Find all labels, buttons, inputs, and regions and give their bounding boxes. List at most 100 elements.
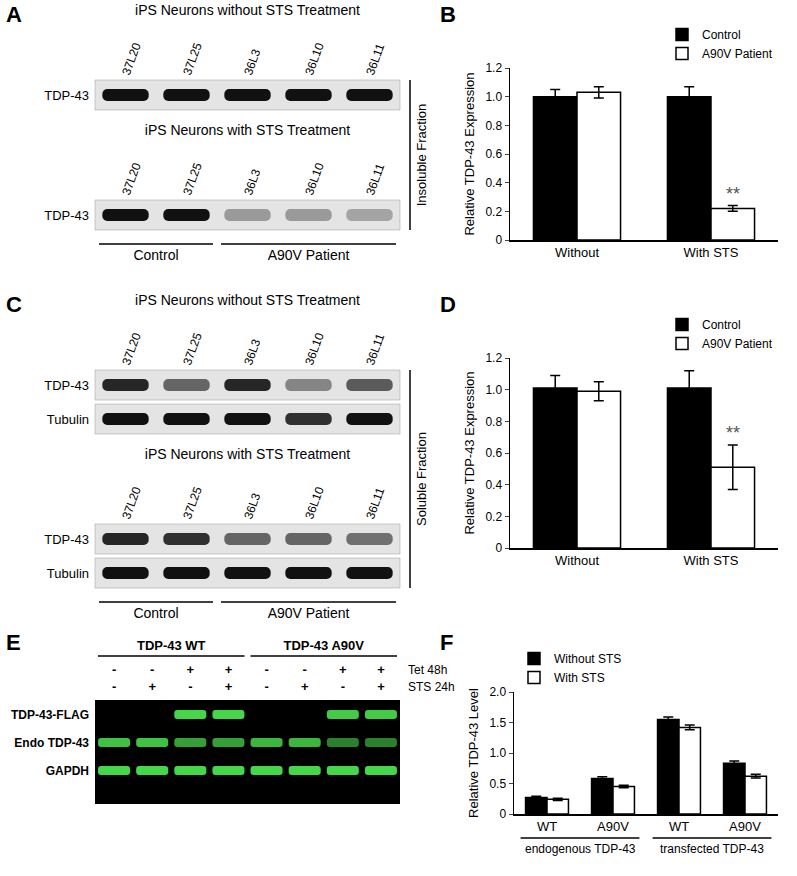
svg-text:0: 0 (499, 807, 506, 821)
svg-text:36L3: 36L3 (241, 167, 263, 197)
svg-text:iPS Neurons without STS Treatm: iPS Neurons without STS Treatment (135, 292, 360, 308)
svg-text:2.0: 2.0 (489, 685, 506, 699)
svg-text:-: - (188, 679, 192, 694)
svg-text:+: + (377, 679, 385, 694)
svg-text:Without STS: Without STS (554, 652, 621, 666)
svg-text:+: + (339, 662, 347, 677)
svg-text:TDP-43: TDP-43 (44, 88, 89, 103)
svg-text:With STS: With STS (554, 671, 605, 685)
svg-text:endogenous TDP-43: endogenous TDP-43 (525, 842, 636, 856)
svg-text:36L11: 36L11 (363, 331, 387, 367)
svg-text:36L10: 36L10 (302, 161, 327, 197)
svg-text:+: + (225, 662, 233, 677)
svg-text:A: A (6, 2, 22, 27)
svg-text:TDP-43 WT: TDP-43 WT (137, 638, 206, 653)
svg-text:0.8: 0.8 (485, 415, 502, 429)
svg-text:1.5: 1.5 (489, 716, 506, 730)
svg-text:iPS Neurons without STS Treatm: iPS Neurons without STS Treatment (135, 2, 360, 18)
svg-text:iPS Neurons with STS Treatment: iPS Neurons with STS Treatment (145, 122, 351, 138)
svg-text:36L10: 36L10 (302, 41, 327, 77)
svg-text:36L3: 36L3 (241, 47, 263, 77)
svg-text:0.5: 0.5 (489, 777, 506, 791)
svg-text:37L20: 37L20 (119, 485, 144, 521)
svg-text:Endo TDP-43: Endo TDP-43 (14, 736, 89, 750)
svg-text:-: - (264, 662, 268, 677)
svg-text:A90V Patient: A90V Patient (268, 605, 350, 621)
svg-text:0.8: 0.8 (485, 119, 502, 133)
svg-text:TDP-43-FLAG: TDP-43-FLAG (11, 708, 89, 722)
svg-text:1.0: 1.0 (485, 90, 502, 104)
svg-text:Tet 48h: Tet 48h (408, 663, 447, 677)
svg-text:+: + (148, 679, 156, 694)
svg-text:Insoluble Fraction: Insoluble Fraction (414, 104, 429, 207)
svg-text:37L20: 37L20 (119, 161, 144, 197)
svg-text:A90V: A90V (729, 819, 761, 834)
svg-text:0.4: 0.4 (485, 478, 502, 492)
svg-text:37L25: 37L25 (180, 161, 205, 197)
svg-text:iPS Neurons with STS Treatment: iPS Neurons with STS Treatment (145, 446, 351, 462)
svg-text:Relative TDP-43 Expression: Relative TDP-43 Expression (462, 371, 477, 534)
svg-text:0.6: 0.6 (485, 446, 502, 460)
svg-text:Relative TDP-43 Expression: Relative TDP-43 Expression (462, 72, 477, 235)
svg-text:STS 24h: STS 24h (408, 680, 455, 694)
svg-text:Without: Without (555, 553, 599, 568)
svg-text:36L11: 36L11 (363, 41, 387, 77)
svg-text:0: 0 (495, 541, 502, 555)
svg-text:37L20: 37L20 (119, 41, 144, 77)
svg-text:A90V Patient: A90V Patient (702, 47, 773, 61)
svg-text:F: F (440, 630, 453, 655)
svg-text:36L3: 36L3 (241, 337, 263, 367)
svg-text:E: E (6, 630, 21, 655)
svg-text:TDP-43: TDP-43 (44, 532, 89, 547)
svg-text:-: - (264, 679, 268, 694)
svg-text:1.0: 1.0 (485, 383, 502, 397)
svg-text:With STS: With STS (684, 245, 739, 260)
svg-text:36L11: 36L11 (363, 485, 387, 521)
svg-text:Control: Control (702, 318, 741, 332)
svg-text:36L11: 36L11 (363, 161, 387, 197)
svg-text:**: ** (726, 184, 740, 204)
svg-text:B: B (440, 2, 456, 27)
svg-text:-: - (150, 662, 154, 677)
svg-text:1.2: 1.2 (485, 61, 502, 75)
svg-text:0.2: 0.2 (485, 510, 502, 524)
svg-text:-: - (341, 679, 345, 694)
svg-text:A90V Patient: A90V Patient (268, 247, 350, 263)
svg-text:+: + (377, 662, 385, 677)
svg-text:Tubulin: Tubulin (47, 566, 89, 581)
svg-text:37L20: 37L20 (119, 331, 144, 367)
svg-text:+: + (187, 662, 195, 677)
svg-text:A90V: A90V (597, 819, 629, 834)
svg-text:transfected TDP-43: transfected TDP-43 (660, 842, 764, 856)
svg-text:37L25: 37L25 (180, 41, 205, 77)
svg-text:**: ** (726, 423, 740, 443)
svg-text:0.2: 0.2 (485, 205, 502, 219)
svg-text:TDP-43 A90V: TDP-43 A90V (284, 638, 365, 653)
svg-text:37L25: 37L25 (180, 331, 205, 367)
svg-text:36L3: 36L3 (241, 491, 263, 521)
svg-text:C: C (6, 292, 22, 317)
svg-text:36L10: 36L10 (302, 485, 327, 521)
svg-text:TDP-43: TDP-43 (44, 208, 89, 223)
svg-text:0: 0 (495, 233, 502, 247)
svg-text:Control: Control (702, 28, 741, 42)
svg-text:1.2: 1.2 (485, 351, 502, 365)
svg-text:Without: Without (555, 245, 599, 260)
svg-text:0.6: 0.6 (485, 147, 502, 161)
svg-text:Control: Control (133, 247, 178, 263)
svg-text:1.0: 1.0 (489, 746, 506, 760)
svg-text:-: - (112, 679, 116, 694)
svg-text:A90V Patient: A90V Patient (702, 337, 773, 351)
svg-text:WT: WT (669, 819, 689, 834)
svg-text:0.4: 0.4 (485, 176, 502, 190)
svg-text:GAPDH: GAPDH (46, 764, 89, 778)
svg-text:36L10: 36L10 (302, 331, 327, 367)
svg-text:+: + (225, 679, 233, 694)
svg-text:Tubulin: Tubulin (47, 412, 89, 427)
svg-text:Relative TDP-43 Level: Relative TDP-43 Level (466, 688, 481, 818)
svg-text:TDP-43: TDP-43 (44, 378, 89, 393)
svg-text:-: - (112, 662, 116, 677)
svg-text:Soluble Fraction: Soluble Fraction (414, 432, 429, 526)
svg-text:37L25: 37L25 (180, 485, 205, 521)
svg-text:WT: WT (537, 819, 557, 834)
